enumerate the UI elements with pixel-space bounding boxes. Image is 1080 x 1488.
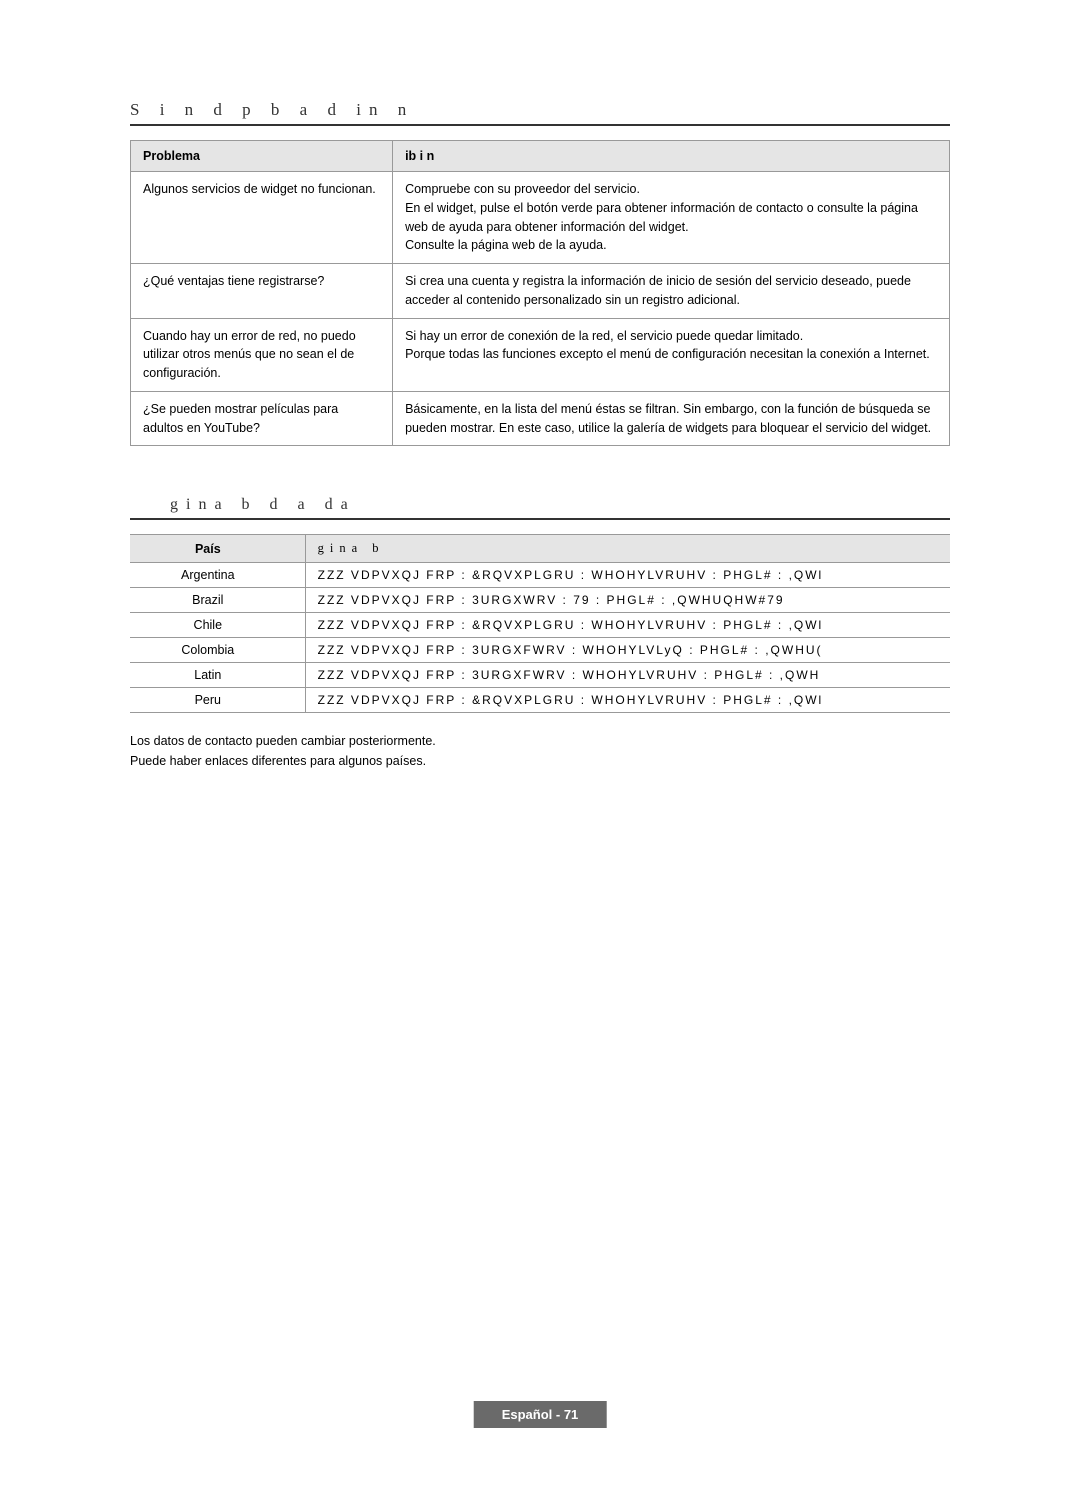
solution-cell: Si crea una cuenta y registra la informa…: [393, 264, 950, 319]
url-cell: ZZZ VDPVXQJ FRP : &RQVXPLGRU : WHOHYLVRU…: [305, 563, 950, 588]
table-header-country: País: [130, 535, 305, 563]
solution-cell: Compruebe con su proveedor del servicio.…: [393, 172, 950, 264]
table-row: Peru ZZZ VDPVXQJ FRP : &RQVXPLGRU : WHOH…: [130, 688, 950, 713]
table-row: Latin ZZZ VDPVXQJ FRP : 3URGXFWRV : WHOH…: [130, 663, 950, 688]
table-header-problem: Problema: [131, 141, 393, 172]
page-footer: Español - 71: [474, 1401, 607, 1428]
problem-cell: ¿Qué ventajas tiene registrarse?: [131, 264, 393, 319]
note-line: Los datos de contacto pueden cambiar pos…: [130, 731, 950, 751]
solution-cell: Básicamente, en la lista del menú éstas …: [393, 391, 950, 446]
problem-table: Problema ib i n Algunos servicios de wid…: [130, 140, 950, 446]
url-cell: ZZZ VDPVXQJ FRP : &RQVXPLGRU : WHOHYLVRU…: [305, 613, 950, 638]
table-row: Argentina ZZZ VDPVXQJ FRP : &RQVXPLGRU :…: [130, 563, 950, 588]
solution-cell: Si hay un error de conexión de la red, e…: [393, 318, 950, 391]
section2-title: gina b d a da: [130, 496, 950, 520]
problem-cell: Algunos servicios de widget no funcionan…: [131, 172, 393, 264]
country-cell: Argentina: [130, 563, 305, 588]
url-cell: ZZZ VDPVXQJ FRP : 3URGXWRV : 79 : PHGL# …: [305, 588, 950, 613]
problem-cell: Cuando hay un error de red, no puedo uti…: [131, 318, 393, 391]
section1-title: S i n d p b a d in n: [130, 100, 950, 126]
country-cell: Peru: [130, 688, 305, 713]
note-line: Puede haber enlaces diferentes para algu…: [130, 751, 950, 771]
problem-cell: ¿Se pueden mostrar películas para adulto…: [131, 391, 393, 446]
country-cell: Brazil: [130, 588, 305, 613]
url-cell: ZZZ VDPVXQJ FRP : &RQVXPLGRU : WHOHYLVRU…: [305, 688, 950, 713]
table-header-solution: ib i n: [393, 141, 950, 172]
url-cell: ZZZ VDPVXQJ FRP : 3URGXFWRV : WHOHYLVRUH…: [305, 663, 950, 688]
table-row: ¿Se pueden mostrar películas para adulto…: [131, 391, 950, 446]
table-header-url: gina b: [305, 535, 950, 563]
table-row: Brazil ZZZ VDPVXQJ FRP : 3URGXWRV : 79 :…: [130, 588, 950, 613]
table-row: Algunos servicios de widget no funcionan…: [131, 172, 950, 264]
notes-block: Los datos de contacto pueden cambiar pos…: [130, 731, 950, 771]
table-row: Cuando hay un error de red, no puedo uti…: [131, 318, 950, 391]
country-table: País gina b Argentina ZZZ VDPVXQJ FRP : …: [130, 534, 950, 713]
table-row: Colombia ZZZ VDPVXQJ FRP : 3URGXFWRV : W…: [130, 638, 950, 663]
table-row: Chile ZZZ VDPVXQJ FRP : &RQVXPLGRU : WHO…: [130, 613, 950, 638]
url-cell: ZZZ VDPVXQJ FRP : 3URGXFWRV : WHOHYLVLyQ…: [305, 638, 950, 663]
table-row: ¿Qué ventajas tiene registrarse? Si crea…: [131, 264, 950, 319]
country-cell: Chile: [130, 613, 305, 638]
country-cell: Colombia: [130, 638, 305, 663]
country-cell: Latin: [130, 663, 305, 688]
